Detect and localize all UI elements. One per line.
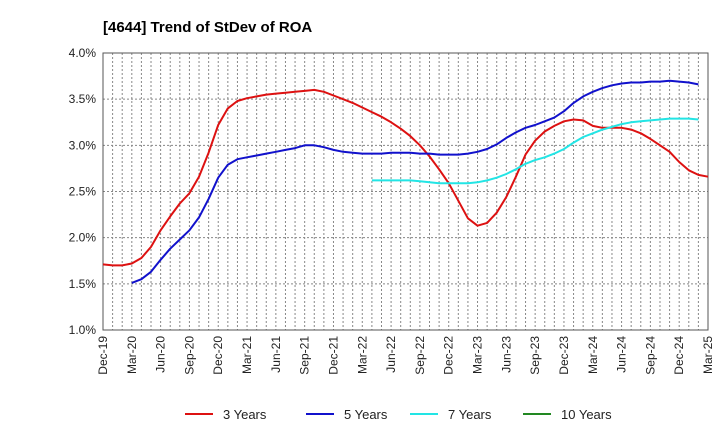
y-axis: 1.0% 1.5% 2.0% 2.5% 3.0% 3.5% 4.0% <box>69 46 97 337</box>
y-tick-label: 4.0% <box>69 46 97 60</box>
x-tick-label: Jun-23 <box>499 336 513 373</box>
x-axis: Dec-19 Mar-20 Jun-20 Sep-20 Dec-20 Mar-21 Jun-… <box>96 336 715 375</box>
series-line-3-years <box>102 88 709 267</box>
x-tick-label: Jun-21 <box>269 336 283 373</box>
legend-label: 5 Years <box>344 407 388 422</box>
x-tick-label: Jun-20 <box>154 336 168 373</box>
x-tick-label: Sep-20 <box>182 336 196 375</box>
y-tick-label: 1.0% <box>69 323 97 337</box>
y-tick-label: 3.5% <box>69 92 97 106</box>
x-tick-label: Dec-23 <box>557 336 571 375</box>
x-tick-label: Mar-25 <box>701 336 715 374</box>
x-tick-label: Mar-24 <box>586 336 600 374</box>
y-tick-label: 2.0% <box>69 231 97 245</box>
legend-label: 7 Years <box>448 407 492 422</box>
x-tick-label: Jun-22 <box>384 336 398 373</box>
x-tick-label: Mar-20 <box>125 336 139 374</box>
x-tick-label: Jun-24 <box>615 336 629 373</box>
series-line-7-years <box>371 117 699 185</box>
x-tick-label: Sep-24 <box>643 336 657 375</box>
series-line-5-years <box>131 79 699 284</box>
x-tick-label: Mar-22 <box>355 336 369 374</box>
x-tick-label: Dec-21 <box>326 336 340 375</box>
y-tick-label: 3.0% <box>69 138 97 152</box>
x-tick-label: Sep-21 <box>298 336 312 375</box>
legend-label: 3 Years <box>223 407 267 422</box>
x-tick-label: Sep-22 <box>413 336 427 375</box>
y-tick-label: 1.5% <box>69 277 97 291</box>
x-tick-label: Dec-19 <box>96 336 110 375</box>
x-tick-label: Dec-20 <box>211 336 225 375</box>
chart-title: [4644] Trend of StDev of ROA <box>103 19 312 36</box>
x-tick-label: Dec-24 <box>672 336 686 375</box>
x-tick-label: Dec-22 <box>442 336 456 375</box>
series-lines <box>102 79 709 284</box>
x-tick-label: Mar-21 <box>240 336 254 374</box>
legend: 3 Years 5 Years 7 Years 10 Years <box>185 407 612 422</box>
x-tick-label: Sep-23 <box>528 336 542 375</box>
grid <box>103 53 708 330</box>
x-tick-label: Mar-23 <box>471 336 485 374</box>
legend-label: 10 Years <box>561 407 612 422</box>
plot-area <box>102 52 709 331</box>
y-tick-label: 2.5% <box>69 185 97 199</box>
